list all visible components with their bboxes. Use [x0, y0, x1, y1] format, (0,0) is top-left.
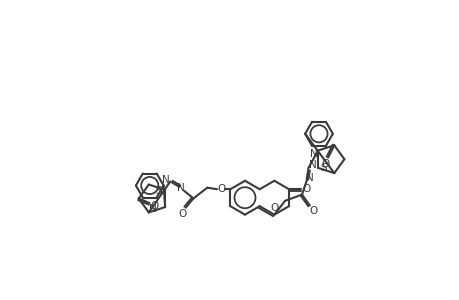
Text: O: O	[150, 201, 158, 211]
Text: O: O	[217, 184, 225, 194]
Text: N: N	[177, 183, 185, 193]
Text: O: O	[309, 206, 317, 216]
Text: S: S	[320, 163, 327, 173]
Text: S: S	[155, 186, 162, 197]
Text: N: N	[305, 173, 313, 183]
Text: N: N	[162, 175, 169, 185]
Text: N: N	[308, 160, 316, 170]
Text: O: O	[320, 159, 329, 169]
Text: O: O	[269, 203, 278, 214]
Text: N: N	[309, 149, 317, 160]
Text: N: N	[148, 203, 156, 214]
Text: O: O	[302, 184, 310, 194]
Text: O: O	[178, 209, 186, 219]
